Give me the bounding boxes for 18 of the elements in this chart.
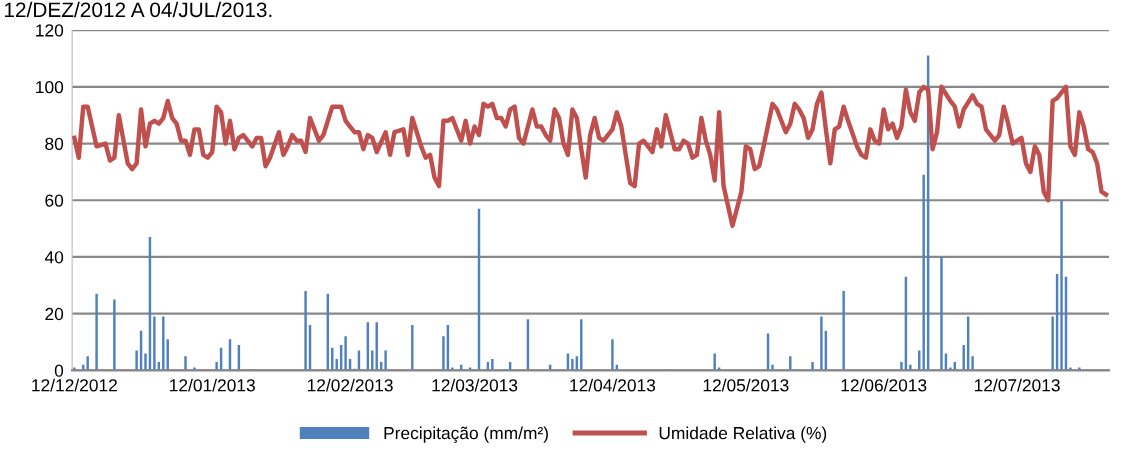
legend-label: Precipitação (mm/m²) (384, 426, 548, 443)
x-tick-label: 12/05/2013 (703, 378, 789, 392)
x-tick-label: 12/12/2012 (32, 378, 117, 392)
legend-label: Umidade Relativa (%) (659, 426, 827, 443)
chart-title: 12/DEZ/2012 A 04/JUL/2013. (4, 1, 272, 18)
x-tick-label: 12/04/2013 (570, 378, 656, 392)
y-tick-label: 0 (54, 364, 64, 377)
x-tick-label: 12/06/2013 (841, 378, 927, 392)
y-tick-label: 60 (45, 194, 64, 207)
x-tick-label: 12/02/2013 (307, 378, 393, 392)
y-tick-label: 100 (36, 80, 64, 94)
x-tick-label: 12/03/2013 (432, 378, 518, 392)
y-tick-label: 40 (44, 251, 64, 264)
x-tick-label: 12/07/2013 (974, 378, 1060, 392)
y-tick-label: 80 (45, 137, 64, 150)
x-tick-label: 12/01/2013 (170, 378, 255, 392)
y-tick-label: 20 (45, 307, 64, 321)
y-tick-label: 120 (36, 24, 64, 37)
